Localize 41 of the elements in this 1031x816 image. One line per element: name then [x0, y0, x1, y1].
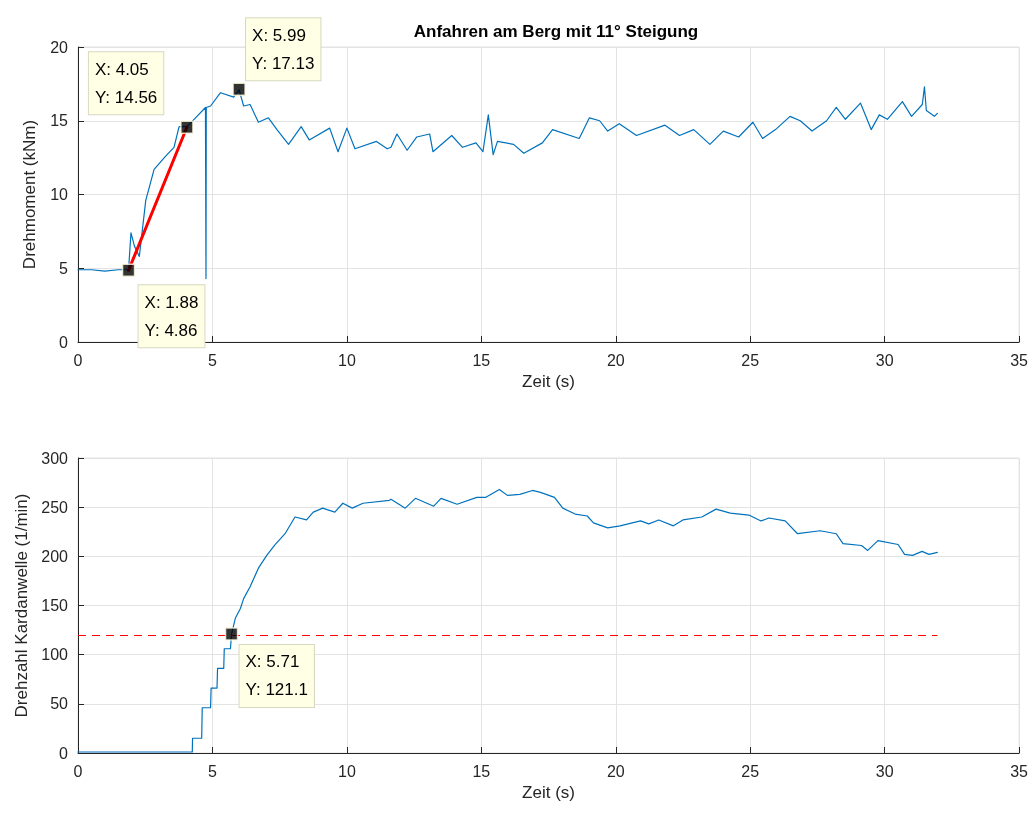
y-tick-label: 20 — [50, 38, 69, 56]
chart-title: Anfahren am Berg mit 11° Steigung — [413, 22, 699, 41]
x-tick-label: 35 — [1010, 762, 1029, 780]
x-tick-label: 30 — [875, 351, 894, 369]
x-tick-label: 0 — [73, 762, 83, 780]
y-tick-label: 150 — [41, 597, 69, 614]
x-tick-label: 25 — [741, 351, 760, 369]
x-tick-label: 15 — [472, 351, 491, 369]
x-tick-label: 35 — [1010, 351, 1029, 369]
point — [180, 120, 194, 134]
y-tick-label: 50 — [50, 695, 69, 713]
y-axis-title: Drehzahl Kardanwelle (1/min) — [12, 493, 32, 718]
x-tick-label: 20 — [606, 762, 625, 780]
x-tick-label: 30 — [875, 762, 894, 780]
point — [121, 263, 136, 278]
x-tick-label: 0 — [73, 351, 83, 369]
y-tick-label: 200 — [41, 547, 69, 565]
x-tick-label: 10 — [337, 351, 356, 369]
y-tick-label: 10 — [50, 186, 69, 203]
x-tick-label: 25 — [741, 762, 760, 780]
annotation: X: 5.99 Y: 17.13 — [252, 25, 315, 73]
x-tick-label: 10 — [337, 762, 356, 780]
x-tick-label: 15 — [472, 762, 491, 780]
y-axis-title: Drehmoment (kNm) — [20, 119, 39, 270]
y-tick-label: 300 — [41, 449, 69, 467]
y-tick-label: 15 — [50, 112, 69, 130]
y-tick-label: 0 — [59, 744, 69, 762]
annotation: X: 1.88 Y: 4.86 — [144, 292, 199, 340]
x-axis-title: Zeit (s) — [522, 782, 575, 802]
annotation: X: 4.05 Y: 14.56 — [94, 59, 158, 107]
x-axis-title: Zeit (s) — [522, 371, 575, 391]
x-tick-label: 20 — [606, 351, 625, 369]
x-tick-label: 5 — [207, 351, 217, 369]
y-tick-label: 0 — [59, 333, 69, 351]
y-tick-label: 5 — [59, 259, 69, 277]
y-tick-label: 250 — [41, 498, 69, 516]
y-tick-label: 100 — [41, 646, 69, 664]
line-series — [77, 488, 938, 753]
x-tick-label: 5 — [207, 762, 217, 780]
annotation: X: 5.71 Y: 121.1 — [245, 652, 308, 700]
point — [232, 82, 246, 97]
